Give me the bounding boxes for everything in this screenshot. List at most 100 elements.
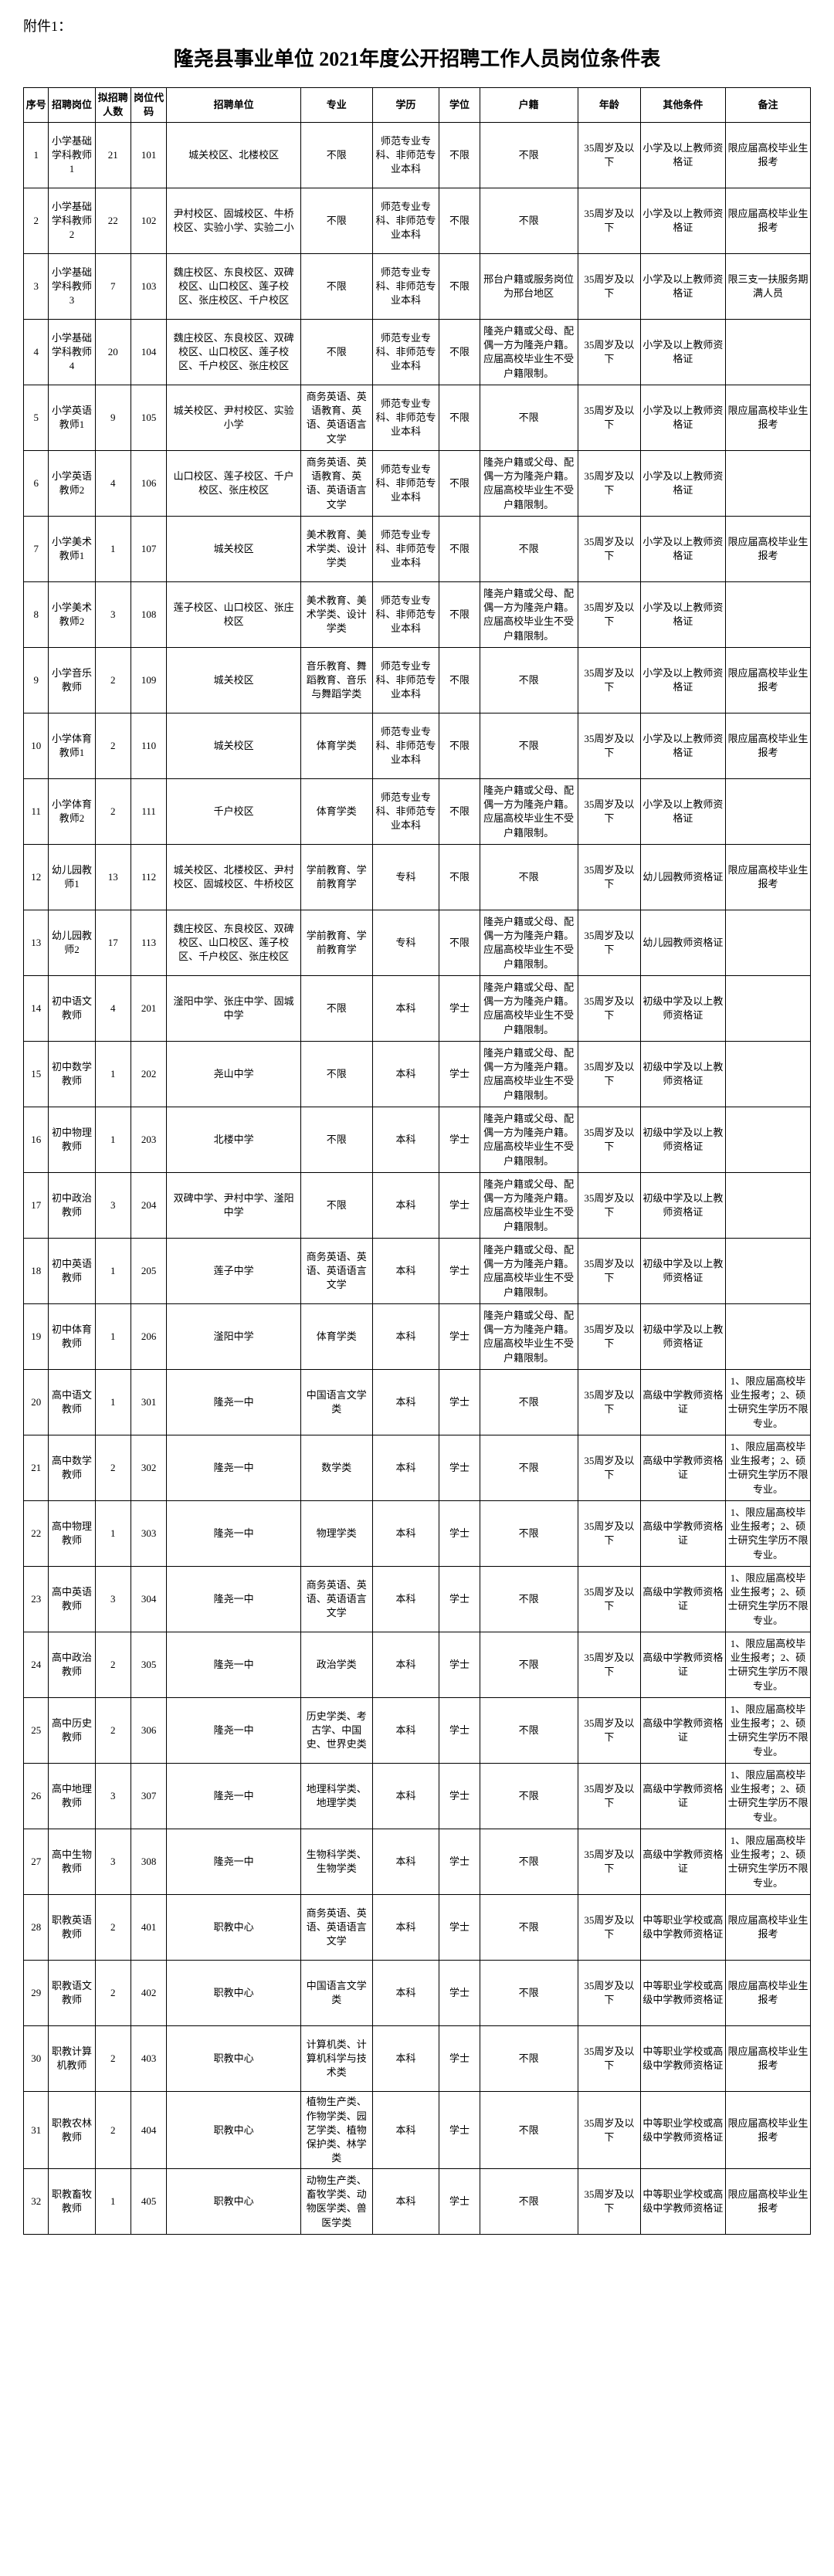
cell-unit: 山口校区、莲子校区、千户校区、张庄校区 — [167, 451, 301, 517]
cell-huji: 不限 — [480, 648, 578, 713]
cell-pos: 初中语文教师 — [49, 976, 95, 1042]
cell-age: 35周岁及以下 — [578, 1435, 640, 1501]
cell-major: 体育学类 — [300, 1304, 372, 1370]
cell-other: 高级中学教师资格证 — [640, 1567, 725, 1632]
cell-unit: 双碑中学、尹村中学、滏阳中学 — [167, 1173, 301, 1239]
cell-deg: 不限 — [439, 451, 480, 517]
cell-edu: 师范专业专科、非师范专业本科 — [372, 648, 439, 713]
cell-major: 不限 — [300, 1173, 372, 1239]
cell-seq: 24 — [24, 1632, 49, 1698]
cell-huji: 隆尧户籍或父母、配偶一方为隆尧户籍。应届高校毕业生不受户籍限制。 — [480, 1239, 578, 1304]
cell-num: 13 — [95, 845, 131, 910]
cell-age: 35周岁及以下 — [578, 1239, 640, 1304]
cell-num: 1 — [95, 1239, 131, 1304]
table-row: 11小学体育教师22111千户校区体育学类师范专业专科、非师范专业本科不限隆尧户… — [24, 779, 811, 845]
table-row: 25高中历史教师2306隆尧一中历史学类、考古学、中国史、世界史类本科学士不限3… — [24, 1698, 811, 1764]
cell-pos: 初中体育教师 — [49, 1304, 95, 1370]
cell-num: 2 — [95, 1698, 131, 1764]
cell-note: 限应届高校毕业生报考 — [725, 1895, 810, 1961]
cell-deg: 学士 — [439, 1567, 480, 1632]
cell-num: 2 — [95, 779, 131, 845]
cell-note: 限应届高校毕业生报考 — [725, 648, 810, 713]
cell-other: 高级中学教师资格证 — [640, 1764, 725, 1829]
cell-huji: 不限 — [480, 1632, 578, 1698]
attachment-label: 附件1： — [23, 15, 811, 36]
cell-edu: 师范专业专科、非师范专业本科 — [372, 517, 439, 582]
cell-age: 35周岁及以下 — [578, 779, 640, 845]
cell-code: 307 — [131, 1764, 166, 1829]
cell-major: 不限 — [300, 123, 372, 188]
cell-seq: 23 — [24, 1567, 49, 1632]
cell-major: 不限 — [300, 188, 372, 254]
cell-deg: 不限 — [439, 188, 480, 254]
cell-other: 小学及以上教师资格证 — [640, 648, 725, 713]
cell-num: 2 — [95, 2026, 131, 2092]
cell-major: 政治学类 — [300, 1632, 372, 1698]
cell-code: 105 — [131, 385, 166, 451]
cell-other: 小学及以上教师资格证 — [640, 451, 725, 517]
cell-major: 不限 — [300, 320, 372, 385]
cell-other: 中等职业学校或高级中学教师资格证 — [640, 1895, 725, 1961]
cell-huji: 不限 — [480, 188, 578, 254]
cell-huji: 邢台户籍或服务岗位为邢台地区 — [480, 254, 578, 320]
cell-other: 中等职业学校或高级中学教师资格证 — [640, 2092, 725, 2169]
cell-pos: 小学音乐教师 — [49, 648, 95, 713]
cell-unit: 职教中心 — [167, 1961, 301, 2026]
table-row: 18初中英语教师1205莲子中学商务英语、英语、英语语言文学本科学士隆尧户籍或父… — [24, 1239, 811, 1304]
cell-unit: 滏阳中学、张庄中学、固城中学 — [167, 976, 301, 1042]
cell-huji: 隆尧户籍或父母、配偶一方为隆尧户籍。应届高校毕业生不受户籍限制。 — [480, 1304, 578, 1370]
cell-deg: 学士 — [439, 1239, 480, 1304]
cell-other: 高级中学教师资格证 — [640, 1632, 725, 1698]
cell-unit: 职教中心 — [167, 2169, 301, 2235]
cell-unit: 城关校区、北楼校区 — [167, 123, 301, 188]
cell-other: 幼儿园教师资格证 — [640, 845, 725, 910]
cell-pos: 初中数学教师 — [49, 1042, 95, 1107]
table-row: 15初中数学教师1202尧山中学不限本科学士隆尧户籍或父母、配偶一方为隆尧户籍。… — [24, 1042, 811, 1107]
cell-deg: 学士 — [439, 1961, 480, 2026]
cell-seq: 20 — [24, 1370, 49, 1435]
cell-seq: 14 — [24, 976, 49, 1042]
cell-age: 35周岁及以下 — [578, 1370, 640, 1435]
cell-major: 商务英语、英语、英语语言文学 — [300, 1567, 372, 1632]
cell-unit: 魏庄校区、东良校区、双碑校区、山口校区、莲子校区、千户校区、张庄校区 — [167, 910, 301, 976]
cell-num: 2 — [95, 648, 131, 713]
cell-note: 1、限应届高校毕业生报考；2、硕士研究生学历不限专业。 — [725, 1370, 810, 1435]
cell-other: 小学及以上教师资格证 — [640, 582, 725, 648]
cell-edu: 师范专业专科、非师范专业本科 — [372, 188, 439, 254]
cell-age: 35周岁及以下 — [578, 1895, 640, 1961]
cell-code: 203 — [131, 1107, 166, 1173]
cell-unit: 隆尧一中 — [167, 1632, 301, 1698]
th-major: 专业 — [300, 88, 372, 123]
cell-code: 204 — [131, 1173, 166, 1239]
cell-edu: 本科 — [372, 1107, 439, 1173]
cell-deg: 学士 — [439, 1042, 480, 1107]
cell-num: 2 — [95, 1895, 131, 1961]
cell-seq: 9 — [24, 648, 49, 713]
cell-deg: 不限 — [439, 517, 480, 582]
cell-unit: 滏阳中学 — [167, 1304, 301, 1370]
cell-other: 中等职业学校或高级中学教师资格证 — [640, 2026, 725, 2092]
cell-major: 学前教育、学前教育学 — [300, 845, 372, 910]
cell-major: 音乐教育、舞蹈教育、音乐与舞蹈学类 — [300, 648, 372, 713]
cell-age: 35周岁及以下 — [578, 1632, 640, 1698]
cell-other: 初级中学及以上教师资格证 — [640, 1239, 725, 1304]
cell-unit: 城关校区 — [167, 517, 301, 582]
table-row: 13幼儿园教师217113魏庄校区、东良校区、双碑校区、山口校区、莲子校区、千户… — [24, 910, 811, 976]
cell-deg: 不限 — [439, 713, 480, 779]
cell-code: 404 — [131, 2092, 166, 2169]
cell-seq: 13 — [24, 910, 49, 976]
cell-major: 商务英语、英语教育、英语、英语语言文学 — [300, 451, 372, 517]
cell-deg: 学士 — [439, 1895, 480, 1961]
cell-code: 112 — [131, 845, 166, 910]
cell-edu: 本科 — [372, 1829, 439, 1895]
cell-other: 小学及以上教师资格证 — [640, 385, 725, 451]
cell-deg: 学士 — [439, 1698, 480, 1764]
cell-unit: 城关校区、北楼校区、尹村校区、固城校区、牛桥校区 — [167, 845, 301, 910]
cell-seq: 18 — [24, 1239, 49, 1304]
cell-pos: 职教语文教师 — [49, 1961, 95, 2026]
cell-huji: 不限 — [480, 845, 578, 910]
cell-pos: 小学体育教师1 — [49, 713, 95, 779]
cell-huji: 不限 — [480, 385, 578, 451]
cell-seq: 1 — [24, 123, 49, 188]
cell-huji: 隆尧户籍或父母、配偶一方为隆尧户籍。应届高校毕业生不受户籍限制。 — [480, 320, 578, 385]
